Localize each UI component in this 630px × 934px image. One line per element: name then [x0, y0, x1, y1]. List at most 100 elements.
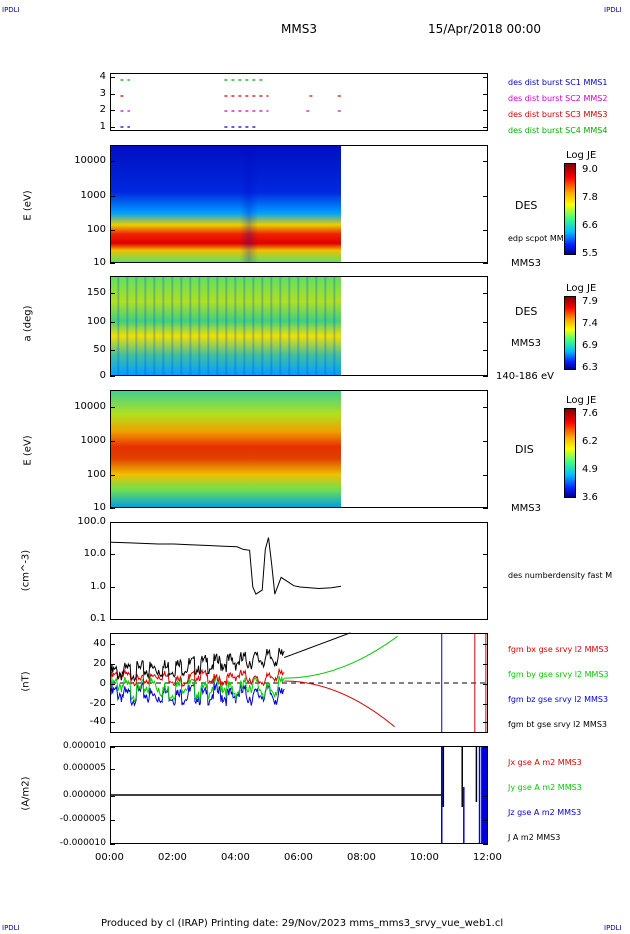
des-energy-sc-label: MMS3 — [511, 258, 541, 269]
ytick-label: 1000 — [80, 435, 106, 446]
des-energy-ylabel: E (eV) — [22, 190, 34, 221]
cbar3-title: Log JE — [566, 395, 597, 406]
ytick-mark — [483, 554, 488, 555]
ytick-label: 0.000005 — [63, 763, 106, 773]
ytick-mark — [110, 407, 115, 408]
bt-series — [110, 647, 285, 683]
ytick-mark — [110, 475, 115, 476]
ytick-label: 10 — [93, 257, 106, 268]
ytick-mark — [110, 644, 115, 645]
cbar1 — [564, 163, 576, 255]
density-plot — [110, 537, 342, 595]
ytick-mark — [110, 796, 115, 797]
ytick-label: 20 — [93, 658, 106, 669]
dis-energy-ylabel: E (eV) — [22, 435, 34, 466]
burst-legend-entry: des dist burst SC2 MMS2 — [508, 94, 608, 103]
burst-marks — [120, 79, 341, 128]
ytick-mark — [483, 684, 488, 685]
time-tick-label: 08:00 — [347, 852, 376, 863]
current-legend-entry: Jy gse A m2 MMS3 — [508, 783, 582, 792]
ytick-label: 150 — [86, 287, 106, 298]
ytick-mark — [483, 407, 488, 408]
ytick-mark — [110, 127, 115, 128]
time-tick-label: 12:00 — [473, 852, 502, 863]
ytick-mark — [110, 619, 115, 620]
ytick-mark — [110, 684, 115, 685]
cbar2-title: Log JE — [566, 283, 597, 294]
ytick-label: 100 — [86, 469, 106, 480]
ytick-mark — [110, 664, 115, 665]
ytick-mark — [110, 508, 115, 509]
ytick-label: 0.000000 — [63, 790, 106, 800]
time-tick-label: 10:00 — [410, 852, 439, 863]
des-pitch-side-label: DES — [515, 305, 538, 318]
bz-series — [110, 681, 285, 707]
density-panel — [110, 522, 488, 620]
des-pitch-sc-label: MMS3 — [511, 338, 541, 349]
ytick-mark — [110, 94, 115, 95]
ytick-mark — [110, 293, 115, 294]
des-pitch-spectrogram — [111, 277, 341, 375]
ytick-mark — [483, 161, 488, 162]
bfield-ylabel: (nT) — [20, 671, 32, 692]
ytick-mark — [483, 644, 488, 645]
ytick-mark — [110, 769, 115, 770]
ytick-mark — [110, 441, 115, 442]
ytick-mark — [483, 844, 488, 845]
colorbar-tick: 9.0 — [582, 164, 598, 175]
current-legend-entry: Jx gse A m2 MMS3 — [508, 758, 582, 767]
ytick-mark — [110, 196, 115, 197]
ytick-mark — [483, 230, 488, 231]
bt-series-tail — [284, 632, 351, 658]
burst-legend-entry: des dist burst SC1 MMS1 — [508, 78, 608, 87]
ytick-mark — [483, 441, 488, 442]
current-plot — [111, 747, 488, 843]
ytick-label: 0.000010 — [63, 741, 106, 751]
des-energy-side-label: DES — [515, 199, 538, 212]
ytick-label: -0.000005 — [59, 814, 106, 824]
ytick-label: 40 — [93, 638, 106, 649]
ytick-label: -0.000010 — [59, 838, 106, 848]
ytick-mark — [110, 161, 115, 162]
ytick-mark — [110, 747, 115, 748]
ytick-mark — [483, 322, 488, 323]
current-panel — [110, 746, 488, 844]
corner-label-top-left: IPDLI — [2, 6, 20, 14]
ytick-mark — [483, 196, 488, 197]
density-series — [110, 537, 342, 595]
ytick-label: 50 — [93, 344, 106, 355]
colorbar-tick: 7.6 — [582, 408, 598, 419]
ytick-label: 1.0 — [90, 581, 106, 592]
bx-series — [110, 667, 285, 688]
colorbar-tick: 6.2 — [582, 436, 598, 447]
ytick-label: 3 — [99, 88, 106, 99]
ytick-mark — [110, 820, 115, 821]
ytick-mark — [110, 376, 115, 377]
colorbar-tick: 4.9 — [582, 464, 598, 475]
ytick-label: 4 — [99, 71, 106, 82]
des-energy-scpot-label: edp scpot MMS3 — [508, 234, 574, 243]
ytick-mark — [483, 263, 488, 264]
colorbar-tick: 3.6 — [582, 492, 598, 503]
ytick-label: 0 — [99, 370, 106, 381]
corner-label-bottom-right: IPDLI — [604, 924, 622, 932]
time-tick-label: 04:00 — [221, 852, 250, 863]
colorbar-tick: 6.9 — [582, 340, 598, 351]
bfield-legend-entry: fgm bt gse srvy l2 MMS3 — [508, 720, 607, 729]
ytick-mark — [483, 704, 488, 705]
bfield-panel — [110, 632, 489, 733]
burst-panel — [110, 73, 488, 131]
dis-energy-sc-label: MMS3 — [511, 503, 541, 514]
current-legend-entry: J A m2 MMS3 — [508, 833, 561, 842]
ytick-label: 1 — [99, 121, 106, 132]
bfield-plot — [110, 632, 489, 732]
cbar3 — [564, 408, 576, 498]
ytick-mark — [483, 77, 488, 78]
time-tick-label: 06:00 — [284, 852, 313, 863]
des-pitch-energy-label: 140-186 eV — [496, 371, 554, 382]
colorbar-tick: 5.5 — [582, 248, 598, 259]
ytick-mark — [110, 322, 115, 323]
burst-legend-entry: des dist burst SC4 MMS4 — [508, 126, 608, 135]
ytick-label: 100 — [86, 224, 106, 235]
ytick-mark — [110, 554, 115, 555]
